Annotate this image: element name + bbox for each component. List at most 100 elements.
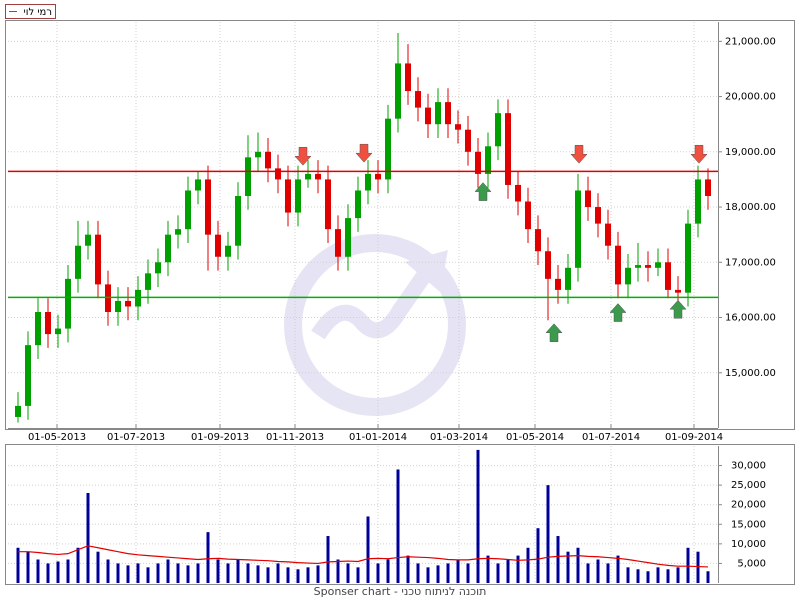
candle-body: [635, 265, 641, 268]
volume-bar: [606, 563, 610, 583]
volume-bar: [536, 528, 540, 583]
volume-bar: [186, 565, 190, 583]
y-tick-label: 10,000: [731, 539, 766, 550]
candle-body: [685, 223, 691, 293]
volume-bar: [256, 565, 260, 583]
y-tick-label: 30,000: [731, 461, 766, 472]
volume-bar: [36, 559, 40, 583]
volume-bar: [326, 536, 330, 583]
volume-bar: [266, 567, 270, 583]
volume-bar: [246, 563, 250, 583]
x-tick-label: 01-11-2013: [266, 432, 324, 443]
candle-body: [625, 267, 631, 285]
x-tick-label: 01-05-2013: [28, 432, 86, 443]
volume-bar: [616, 555, 620, 583]
volume-bar: [126, 565, 130, 583]
volume-bar: [686, 547, 690, 583]
volume-bar: [466, 563, 470, 583]
candle-body: [35, 312, 41, 346]
volume-bar: [286, 567, 290, 583]
y-tick-label: 20,000: [731, 500, 766, 511]
volume-bar: [276, 563, 280, 583]
candle-body: [555, 278, 561, 290]
volume-bar: [56, 561, 60, 583]
volume-bar: [626, 567, 630, 583]
volume-bar: [306, 567, 310, 583]
candle-body: [135, 289, 141, 307]
volume-bar: [476, 449, 480, 583]
candle-body: [515, 184, 521, 202]
candle-body: [295, 179, 301, 213]
candle-body: [205, 179, 211, 235]
volume-bar: [706, 571, 710, 583]
candle-body: [115, 300, 121, 312]
candle-body: [55, 328, 61, 335]
volume-bar: [46, 563, 50, 583]
volume-panel: [5, 444, 795, 585]
candle-body: [345, 218, 351, 257]
moving-average: [18, 545, 709, 568]
candle-body: [125, 300, 131, 307]
signal-arrow: [294, 146, 312, 166]
candle-body: [655, 262, 661, 268]
volume-bar: [386, 559, 390, 583]
candle-body: [175, 229, 181, 235]
volume-bar: [136, 563, 140, 583]
volume-bar: [436, 565, 440, 583]
candle-body: [445, 102, 451, 125]
candle-body: [665, 262, 671, 290]
candle-body: [245, 157, 251, 196]
volume-bar: [596, 559, 600, 583]
volume-bar: [16, 547, 20, 583]
candle-body: [195, 179, 201, 191]
candle-body: [275, 168, 281, 180]
candle-body: [395, 63, 401, 119]
candle-body: [145, 273, 151, 290]
volume-bar: [296, 569, 300, 583]
x-tick-label: 01-09-2013: [191, 432, 249, 443]
candle-body: [485, 146, 491, 174]
volume-bar: [516, 555, 520, 583]
candle-body: [235, 196, 241, 246]
y-tick-label: 16,000.00: [725, 313, 776, 324]
volume-bar: [446, 563, 450, 583]
volume-bar: [366, 516, 370, 583]
y-tick-label: 18,000.00: [725, 202, 776, 213]
candle-body: [475, 151, 481, 174]
volume-bar: [556, 536, 560, 583]
volume-bar: [406, 555, 410, 583]
y-tick-label: 5,000: [737, 558, 766, 569]
volume-bar: [666, 569, 670, 583]
candle-body: [65, 278, 71, 329]
watermark: [284, 234, 466, 416]
volume-bar: [676, 567, 680, 583]
candle-body: [225, 245, 231, 257]
volume-bar: [526, 547, 530, 583]
signal-arrow: [545, 323, 563, 342]
candle-body: [455, 124, 461, 130]
volume-bar: [226, 563, 230, 583]
y-tick-label: 21,000.00: [725, 36, 776, 47]
volume-bar: [356, 567, 360, 583]
legend: רמי לוי: [5, 4, 56, 19]
volume-bar: [346, 563, 350, 583]
candle-body: [585, 190, 591, 208]
y-tick-label: 25,000: [731, 480, 766, 491]
candle-body: [575, 190, 581, 268]
signal-arrow: [690, 144, 708, 164]
x-tick-label: 01-09-2014: [665, 432, 723, 443]
volume-bar: [116, 563, 120, 583]
candle-body: [615, 245, 621, 285]
candle-body: [495, 113, 501, 147]
signal-arrow: [669, 299, 687, 319]
candle-body: [435, 102, 441, 125]
volume-bar: [146, 567, 150, 583]
y-tick-label: 19,000.00: [725, 147, 776, 158]
volume-bar: [426, 567, 430, 583]
candle-body: [95, 234, 101, 285]
candle-body: [595, 207, 601, 224]
volume-bar: [636, 569, 640, 583]
candle-body: [185, 190, 191, 230]
y-tick-label: 15,000.00: [725, 368, 776, 379]
